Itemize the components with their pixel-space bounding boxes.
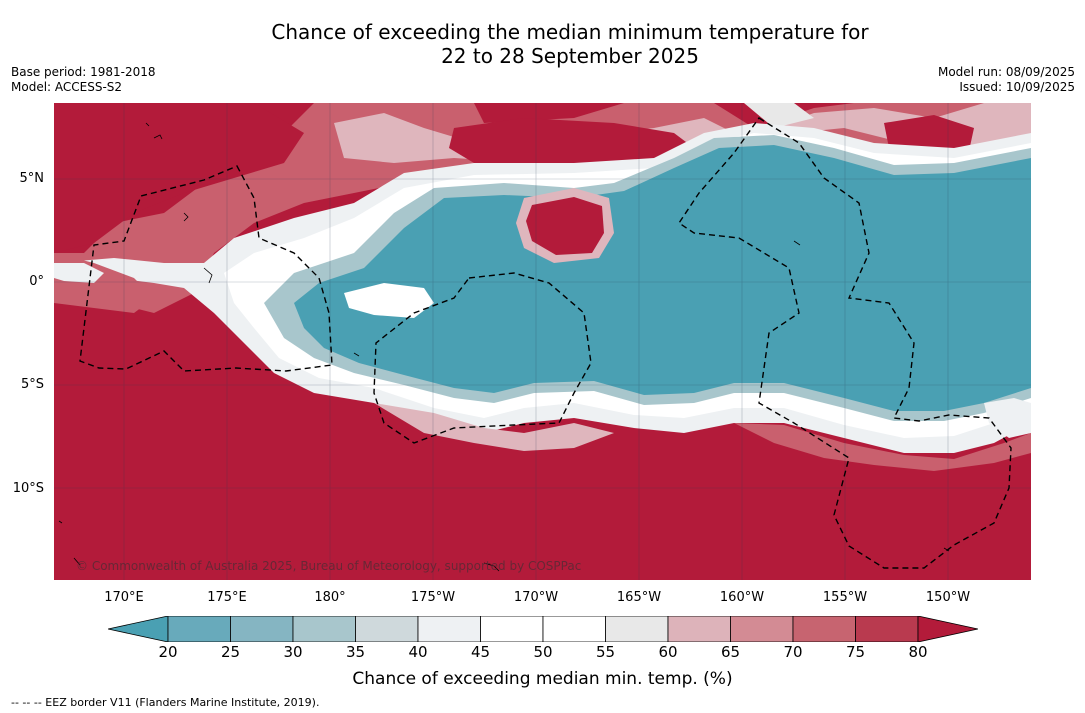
island-10 [943,547,950,552]
island-9 [73,557,81,566]
colorbar-segment [480,615,544,643]
colorbar-segment [355,615,419,643]
region-70-80-north [54,103,1031,313]
colorbar-extend-high [917,615,979,643]
island-3 [183,212,189,222]
colorbar-extend-low [107,615,169,643]
colorbar-tick-label: 70 [783,643,803,661]
island-6 [793,240,801,246]
colorbar-segment [542,615,606,643]
colorbar-tick-label: 65 [720,643,741,661]
colorbar-tick-label: 75 [845,643,866,661]
islands [58,122,950,572]
lon-label-150w: 150°W [925,590,971,605]
eez-footnote: -- -- -- EEZ border V11 (Flanders Marine… [11,696,320,709]
region-20-30-teal [294,145,1031,411]
colorbar-tick-label: 40 [408,643,428,661]
chart-title: Chance of exceeding the median minimum t… [0,20,1085,68]
colorbar-tick-label: 60 [658,643,678,661]
lon-label-170e: 170°E [104,590,144,605]
neutral-patch-far-west [54,263,104,283]
lon-label-165w: 165°W [616,590,662,605]
map-canvas: © Commonwealth of Australia 2025, Bureau… [54,103,1031,580]
colorbar-tick-label: 20 [158,643,178,661]
base-period: Base period: 1981-2018 [11,65,156,79]
issued-date: Issued: 10/09/2025 [959,80,1075,94]
lon-label-155w: 155°W [822,590,868,605]
model-run: Model run: 08/09/2025 [937,65,1075,79]
colorbar-tick-label: 50 [533,643,553,661]
title-line-1: Chance of exceeding the median minimum t… [271,20,869,44]
meta-left: Base period: 1981-2018 Model: ACCESS-S2 [11,65,156,95]
eez-borders [79,117,1012,569]
lat-label-5n: 5°N [19,171,45,186]
island-5 [353,352,360,357]
model-name: Model: ACCESS-S2 [11,80,123,94]
island-2 [153,134,163,140]
colorbar-tick-label: 30 [283,643,303,661]
region-55-60-north [744,103,814,128]
colorbar-segment [730,615,794,643]
colorbar-tick-label: 80 [908,643,928,661]
colorbar-segment [417,615,481,643]
colorbar-svg [107,615,979,643]
lat-label-0: 0° [29,274,44,289]
colorbar-tick-label: 25 [220,643,241,661]
region-70-80-south-east [734,423,1031,471]
lon-label-170w: 170°W [513,590,559,605]
title-line-2: 22 to 28 September 2025 [441,44,699,68]
colorbar-segment [167,615,231,643]
colorbar-tick-label: 55 [595,643,616,661]
colorbar-label: Chance of exceeding median min. temp. (%… [352,669,733,689]
lon-label-160w: 160°W [719,590,765,605]
hot-blob-north-west [54,103,304,253]
colorbar-tick-label: 35 [345,643,366,661]
meta-right: Model run: 08/09/2025 Issued: 10/09/2025 [938,65,1075,95]
colorbar-segment [605,615,669,643]
lon-label-180: 180° [314,590,346,605]
graticule [54,103,1031,580]
lon-label-175e: 175°E [207,590,247,605]
neutral-patch-west [344,283,434,318]
lat-label-5s: 5°S [20,377,44,392]
forecast-map: © Commonwealth of Australia 2025, Bureau… [54,103,1031,580]
colorbar-segment [855,615,919,643]
region-60-70-south-center [374,403,614,451]
colorbar-segment [667,615,731,643]
colorbar-segment [792,615,856,643]
colorbar-segment [230,615,294,643]
eez-border-west [79,165,333,372]
colorbar-segment [292,615,356,643]
island-7 [483,562,500,572]
eez-border-center [373,272,592,444]
island-1 [145,122,150,127]
island-8 [58,520,63,524]
island-4 [203,267,213,284]
colorbar-tick-label: 45 [470,643,491,661]
neutral-patch-south-east [984,398,1031,438]
lon-label-175w: 175°W [410,590,456,605]
colorbar [107,615,979,643]
intrusion-high [526,197,604,255]
lat-label-10s: 10°S [12,481,44,496]
copyright-text: © Commonwealth of Australia 2025, Bureau… [76,559,581,573]
